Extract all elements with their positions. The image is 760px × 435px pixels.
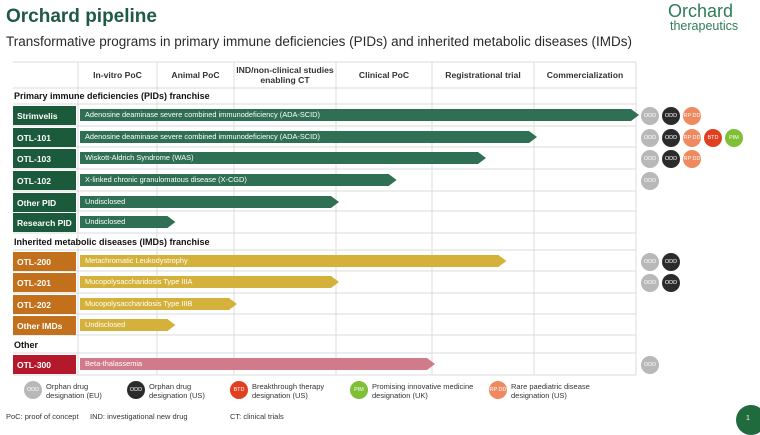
progress-bar: Mucopolysaccharidosis Type IIIA	[80, 276, 339, 288]
progress-bar: X-linked chronic granulomatous disease (…	[80, 174, 397, 186]
designation-badge: ODD	[641, 273, 659, 292]
legend-badge: ODD	[127, 381, 145, 399]
stage-header-4: Registrational trial	[445, 70, 521, 80]
designation-badge: RP DD	[683, 106, 701, 125]
stage-header-1: Animal PoC	[171, 70, 220, 80]
legend-badge: BTD	[230, 381, 248, 399]
designation-badge: BTD	[704, 128, 722, 147]
program-label: OTL-103	[13, 149, 76, 168]
section-pid: Primary immune deficiencies (PIDs) franc…	[14, 91, 210, 101]
progress-arrow	[80, 109, 639, 121]
stage-header-5: Commercialization	[546, 70, 624, 80]
footnote-ct: CT: clinical trials	[230, 412, 284, 421]
program-indication: Mucopolysaccharidosis Type IIIB	[85, 299, 193, 308]
stage-header-2: IND/non-clinical studies enabling CT	[236, 65, 334, 85]
progress-bar: Undisclosed	[80, 196, 339, 208]
designation-badge: ODD	[662, 273, 680, 292]
program-indication: Adenosine deaminase severe combined immu…	[85, 132, 320, 141]
stage-header-3: Clinical PoC	[358, 70, 410, 80]
progress-arrow	[80, 131, 537, 143]
orchard-logo: Orchard therapeutics	[668, 2, 754, 36]
page-number-badge: 1	[736, 405, 760, 435]
page-number: 1	[746, 415, 750, 422]
legend-label: Orphan drug designation (US)	[149, 382, 205, 400]
program-indication: Wiskott-Aldrich Syndrome (WAS)	[85, 153, 194, 162]
program-label: Strimvelis	[13, 106, 76, 125]
program-label: OTL-200	[13, 252, 76, 271]
progress-bar: Undisclosed	[80, 216, 176, 228]
legend-badge: ODD	[24, 381, 42, 399]
progress-bar: Undisclosed	[80, 319, 176, 331]
program-label: OTL-202	[13, 295, 76, 314]
progress-bar: Metachromatic Leukodystrophy	[80, 255, 507, 267]
program-label: Research PID	[13, 213, 76, 232]
designation-badge: ODD	[641, 128, 659, 147]
program-label: OTL-102	[13, 171, 76, 190]
progress-arrow	[80, 358, 435, 370]
progress-bar: Adenosine deaminase severe combined immu…	[80, 109, 639, 121]
program-indication: Metachromatic Leukodystrophy	[85, 256, 188, 265]
legend-label: Orphan drug designation (EU)	[46, 382, 102, 400]
program-indication: Undisclosed	[85, 320, 126, 329]
program-indication: X-linked chronic granulomatous disease (…	[85, 175, 247, 184]
designation-badge: ODD	[641, 171, 659, 190]
designation-badge: ODD	[662, 128, 680, 147]
program-label: OTL-300	[13, 355, 76, 374]
program-indication: Undisclosed	[85, 217, 126, 226]
designation-badge: ODD	[662, 106, 680, 125]
section-other: Other	[14, 340, 39, 350]
designation-badge: PIM	[725, 128, 743, 147]
program-label: OTL-101	[13, 128, 76, 147]
page-title: Orchard pipeline	[6, 6, 157, 27]
designation-badge: ODD	[641, 355, 659, 374]
progress-bar: Mucopolysaccharidosis Type IIIB	[80, 298, 237, 310]
stage-header-0: In-vitro PoC	[93, 70, 142, 80]
footnote-ind: IND: investigational new drug	[90, 412, 188, 421]
legend-badge: PIM	[350, 381, 368, 399]
program-label: Other IMDs	[13, 316, 76, 335]
page-subtitle: Transformative programs in primary immun…	[6, 34, 632, 49]
progress-arrow	[80, 174, 397, 186]
footnote-poc: PoC: proof of concept	[6, 412, 79, 421]
progress-arrow	[80, 298, 237, 310]
designation-badge: ODD	[641, 106, 659, 125]
designation-badge: ODD	[641, 252, 659, 271]
progress-arrow	[80, 196, 339, 208]
program-indication: Adenosine deaminase severe combined immu…	[85, 110, 320, 119]
program-label: Other PID	[13, 193, 76, 212]
legend-label: Rare paediatric disease designation (US)	[511, 382, 590, 400]
legend-label: Promising innovative medicine designatio…	[372, 382, 474, 400]
legend-label: Breakthrough therapy designation (US)	[252, 382, 325, 400]
logo-name: Orchard	[668, 1, 734, 21]
progress-arrow	[80, 255, 507, 267]
progress-bar: Adenosine deaminase severe combined immu…	[80, 131, 537, 143]
designation-badge: ODD	[662, 149, 680, 168]
designation-badge: ODD	[641, 149, 659, 168]
logo-sub: therapeutics	[670, 19, 739, 33]
designation-badge: RP DD	[683, 128, 701, 147]
progress-arrow	[80, 319, 176, 331]
designation-badge: ODD	[662, 252, 680, 271]
progress-arrow	[80, 216, 176, 228]
progress-arrow	[80, 152, 486, 164]
designation-badge: RP DD	[683, 149, 701, 168]
section-imd: Inherited metabolic diseases (IMDs) fran…	[14, 237, 210, 247]
legend-badge: RP DD	[489, 381, 507, 399]
program-label: OTL-201	[13, 273, 76, 292]
progress-arrow	[80, 276, 339, 288]
progress-bar: Wiskott-Aldrich Syndrome (WAS)	[80, 152, 486, 164]
program-indication: Beta-thalassemia	[85, 359, 143, 368]
progress-bar: Beta-thalassemia	[80, 358, 435, 370]
program-indication: Undisclosed	[85, 197, 126, 206]
program-indication: Mucopolysaccharidosis Type IIIA	[85, 277, 193, 286]
